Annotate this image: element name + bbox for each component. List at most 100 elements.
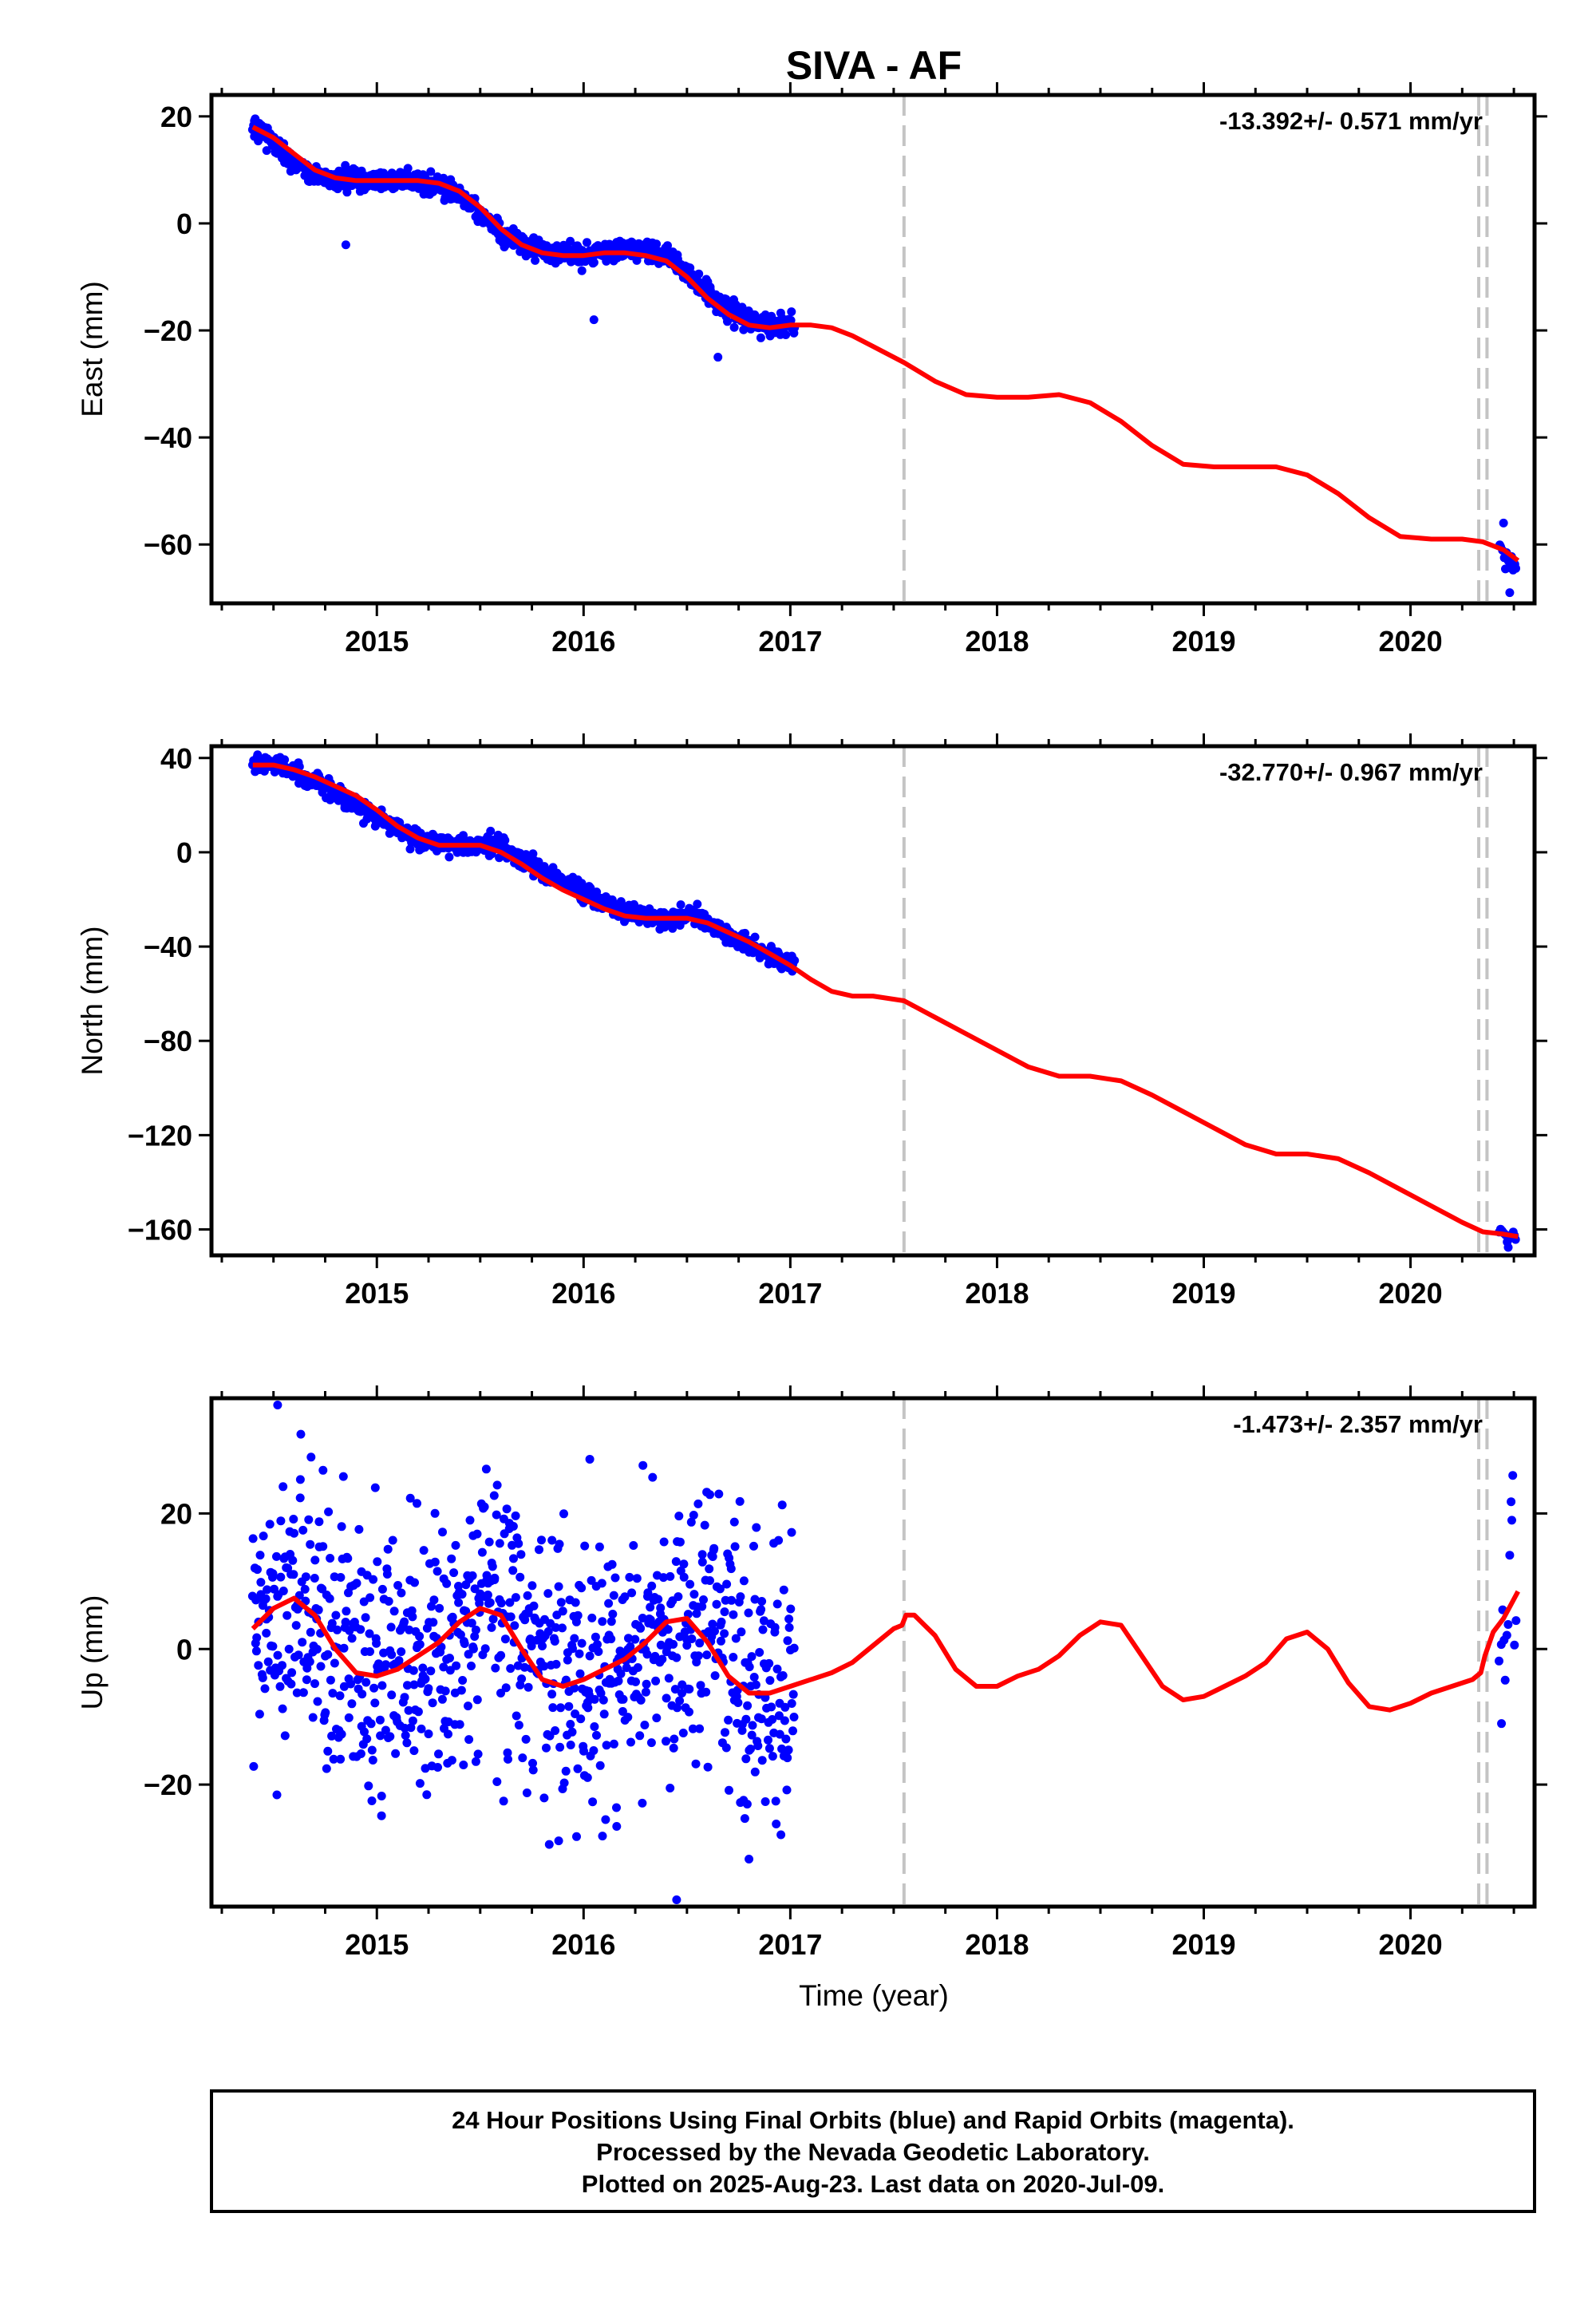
- up-obs-point: [725, 1785, 733, 1795]
- up-obs-point: [783, 1753, 792, 1763]
- up-obs-point: [347, 1699, 357, 1709]
- up-obs-point: [295, 1493, 305, 1503]
- up-obs-point: [361, 1678, 371, 1687]
- east-x-tick-label: 2015: [345, 625, 409, 658]
- up-obs-point: [733, 1698, 743, 1707]
- up-obs-point: [678, 1689, 686, 1697]
- up-obs-point: [570, 1634, 579, 1643]
- up-obs-point: [788, 1726, 797, 1736]
- up-obs-point: [460, 1639, 469, 1648]
- up-obs-point: [597, 1579, 606, 1588]
- up-obs-point: [755, 1648, 764, 1657]
- up-obs-point: [752, 1523, 761, 1532]
- up-obs-point: [338, 1472, 348, 1481]
- up-obs-point: [567, 1727, 577, 1737]
- up-obs-point: [544, 1840, 554, 1849]
- up-obs-point: [739, 1576, 749, 1586]
- up-obs-point: [747, 1730, 757, 1740]
- up-obs-point: [529, 1601, 539, 1611]
- up-obs-point: [298, 1638, 307, 1647]
- up-obs-point: [456, 1686, 466, 1695]
- east-obs-point: [729, 322, 739, 332]
- up-obs-point: [675, 1696, 685, 1705]
- up-obs-point: [415, 1640, 425, 1649]
- up-obs-point: [278, 1704, 287, 1713]
- up-obs-point: [400, 1617, 409, 1626]
- up-obs-point: [489, 1491, 499, 1500]
- up-obs-point: [632, 1574, 642, 1583]
- up-obs-point: [268, 1569, 278, 1579]
- up-obs-point: [337, 1729, 346, 1739]
- up-obs-point: [491, 1663, 500, 1673]
- up-obs-point: [272, 1551, 281, 1561]
- up-obs-point: [310, 1555, 320, 1565]
- east-obs-point: [663, 241, 672, 251]
- up-obs-point: [388, 1535, 397, 1545]
- up-x-tick-label: 2016: [551, 1928, 615, 1961]
- up-obs-point: [789, 1713, 799, 1721]
- up-obs-point: [721, 1743, 731, 1753]
- up-obs-point: [336, 1754, 346, 1764]
- up-obs-point: [641, 1687, 650, 1697]
- up-obs-point: [609, 1591, 618, 1600]
- up-obs-point: [263, 1657, 273, 1666]
- time-axis-label: Time (year): [799, 1979, 949, 2012]
- up-obs-point: [488, 1562, 497, 1571]
- up-obs-point: [305, 1657, 314, 1666]
- north-y-tick-label: −160: [128, 1214, 192, 1247]
- up-obs-point: [778, 1671, 788, 1680]
- up-obs-point: [333, 1625, 342, 1634]
- up-obs-point: [636, 1623, 646, 1633]
- up-obs-point: [604, 1599, 614, 1608]
- up-obs-point: [522, 1788, 531, 1797]
- up-obs-point: [367, 1796, 377, 1805]
- up-obs-point: [777, 1500, 787, 1510]
- up-obs-point: [252, 1633, 262, 1642]
- up-obs-point: [356, 1749, 365, 1758]
- north-obs-point: [676, 900, 685, 910]
- up-obs-point: [461, 1607, 471, 1616]
- up-obs-point: [457, 1590, 467, 1599]
- up-obs-point: [736, 1592, 745, 1602]
- up-obs-point: [695, 1724, 705, 1733]
- up-obs-point: [306, 1539, 315, 1549]
- up-obs-point: [671, 1557, 681, 1567]
- up-obs-point: [435, 1603, 444, 1613]
- up-obs-point: [500, 1634, 510, 1644]
- up-obs-point: [744, 1608, 753, 1618]
- up-obs-point: [537, 1535, 546, 1545]
- up-obs-point: [275, 1682, 285, 1691]
- east-obs-point: [781, 330, 791, 339]
- up-obs-point: [499, 1796, 508, 1806]
- up-obs-point: [589, 1746, 598, 1755]
- up-obs-point: [261, 1594, 271, 1603]
- east-x-tick-label: 2016: [551, 625, 615, 658]
- up-obs-point: [770, 1622, 780, 1632]
- up-obs-point: [642, 1679, 651, 1689]
- up-obs-point: [508, 1566, 518, 1575]
- up-obs-point: [472, 1695, 482, 1705]
- up-obs-point: [272, 1790, 282, 1800]
- up-obs-point: [255, 1551, 265, 1560]
- up-obs-point: [294, 1591, 304, 1600]
- up-obs-point: [638, 1798, 647, 1808]
- up-obs-point: [514, 1539, 523, 1548]
- east-obs-outlier: [1505, 588, 1515, 598]
- up-obs-point: [543, 1589, 553, 1599]
- up-obs-point: [602, 1741, 611, 1750]
- up-obs-point: [556, 1598, 566, 1607]
- up-x-tick-label: 2015: [345, 1928, 409, 1961]
- up-model-curve: [251, 1590, 1520, 1713]
- up-obs-point: [776, 1830, 786, 1840]
- up-obs-point: [598, 1832, 607, 1841]
- east-obs-point: [583, 238, 591, 247]
- up-obs-point: [364, 1781, 373, 1791]
- up-obs-point: [314, 1605, 323, 1614]
- north-obs-point: [528, 849, 538, 859]
- up-y-axis-label: Up (mm): [76, 1595, 109, 1710]
- up-obs-point: [554, 1582, 563, 1591]
- up-obs-point: [662, 1694, 671, 1703]
- up-obs-point: [523, 1591, 532, 1600]
- up-obs-point: [735, 1496, 745, 1506]
- up-obs-point: [282, 1611, 292, 1620]
